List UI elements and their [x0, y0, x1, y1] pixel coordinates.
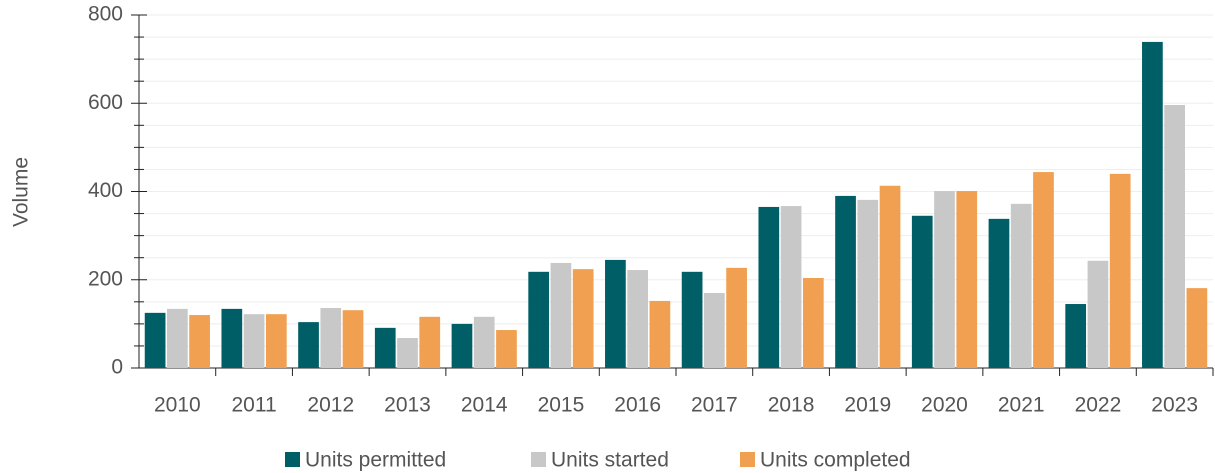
bar	[835, 195, 856, 368]
x-tick-label: 2020	[921, 394, 968, 417]
y-tick-label: 200	[88, 267, 123, 290]
bar	[320, 307, 342, 368]
bar	[243, 314, 265, 368]
bar	[572, 269, 594, 368]
bar	[627, 270, 648, 368]
bar	[1109, 173, 1131, 368]
bar	[528, 271, 550, 368]
x-tick-label: 2016	[614, 394, 661, 417]
bar	[550, 262, 572, 368]
x-tick-label: 2012	[307, 394, 354, 417]
x-tick-label: 2018	[768, 394, 815, 417]
bar	[265, 314, 287, 368]
bar	[167, 308, 188, 368]
bar	[397, 337, 418, 368]
bar	[342, 310, 364, 368]
bar	[374, 327, 396, 368]
bar	[988, 218, 1010, 368]
x-tick-label: 2021	[998, 394, 1045, 417]
x-tick-label: 2023	[1151, 394, 1198, 417]
y-axis-label: Volume	[10, 157, 33, 227]
legend-swatch	[285, 452, 300, 467]
bar	[649, 300, 671, 368]
bar	[144, 312, 166, 368]
x-tick-label: 2022	[1075, 394, 1122, 417]
y-tick-label: 0	[111, 356, 123, 379]
bar	[1033, 172, 1054, 368]
bar	[1142, 41, 1163, 368]
y-tick-label: 400	[88, 179, 123, 202]
bar	[605, 259, 626, 368]
bar	[473, 316, 495, 368]
bar	[1065, 304, 1087, 368]
bar	[1087, 260, 1109, 368]
legend-label: Units started	[551, 449, 669, 472]
bar	[934, 191, 955, 368]
bar	[911, 215, 933, 368]
bar	[758, 206, 780, 368]
x-tick-label: 2010	[154, 394, 201, 417]
bar	[1010, 203, 1032, 368]
bar	[956, 191, 978, 368]
bar	[879, 185, 901, 368]
y-tick-label: 800	[88, 3, 123, 26]
bar	[802, 277, 824, 368]
legend-swatch	[531, 452, 546, 467]
x-tick-label: 2017	[691, 394, 738, 417]
y-tick-label: 600	[88, 91, 123, 114]
x-tick-label: 2015	[538, 394, 585, 417]
bar	[704, 292, 725, 368]
bar	[726, 267, 747, 368]
bar	[780, 206, 802, 368]
x-tick-label: 2014	[461, 394, 508, 417]
bar	[496, 330, 517, 368]
bar	[189, 315, 210, 368]
bar	[1186, 288, 1208, 368]
bar	[221, 308, 243, 368]
bar	[1164, 105, 1185, 368]
bar	[451, 323, 473, 368]
x-tick-label: 2019	[844, 394, 891, 417]
x-tick-label: 2011	[231, 394, 276, 417]
bar	[681, 271, 703, 368]
bar	[419, 316, 441, 368]
bar	[298, 322, 319, 368]
legend-label: Units permitted	[305, 449, 446, 472]
bar	[857, 199, 879, 368]
legend-label: Units completed	[760, 449, 911, 472]
legend-swatch	[740, 452, 755, 467]
x-tick-label: 2013	[384, 394, 431, 417]
